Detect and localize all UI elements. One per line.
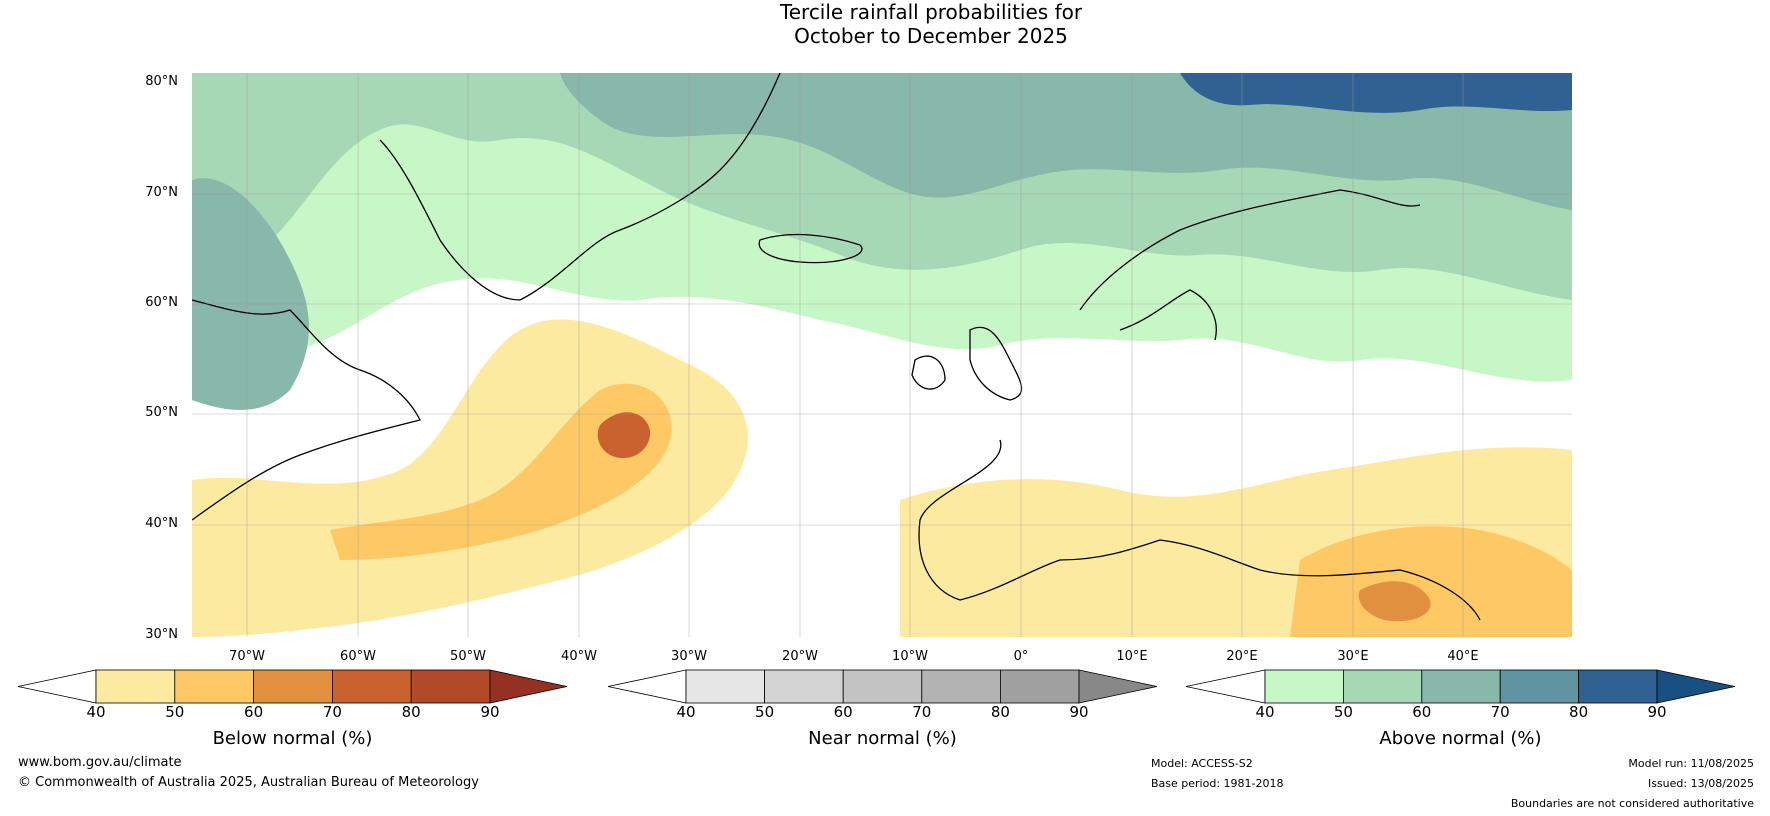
colorbar-3-tick: 70 [1490, 703, 1510, 721]
colorbar-1-low-extend [17, 669, 97, 704]
lon-label-40e: 40°E [1447, 649, 1479, 664]
lon-label-50w: 50°W [450, 649, 486, 664]
lat-label-30n: 30°N [145, 627, 178, 642]
colorbar-3-label: Above normal (%) [1379, 728, 1542, 749]
colorbar-3-tick: 40 [1255, 703, 1275, 721]
footer-model: Model: ACCESS-S2 [1151, 757, 1253, 770]
colorbar-3-segment [1499, 669, 1579, 704]
colorbar-1-segment [331, 669, 412, 704]
coastline-iceland [758, 233, 863, 264]
colorbar-2-tick: 60 [833, 703, 853, 721]
colorbar-2-low-extend [607, 669, 687, 704]
colorbar-2-segment [764, 669, 844, 704]
colorbar-1-segment [410, 669, 491, 704]
lon-label-30w: 30°W [671, 649, 707, 664]
below-normal-region-mideast-core [1358, 581, 1431, 622]
colorbar-1-tick: 90 [480, 703, 500, 721]
colorbar-2-segment [685, 669, 765, 704]
lon-label-20w: 20°W [782, 649, 818, 664]
lon-label-20e: 20°E [1226, 649, 1258, 664]
below-normal-region-mideast [1290, 526, 1572, 637]
colorbar-2-tick: 40 [676, 703, 696, 721]
colorbar-2-high-extend [1078, 669, 1158, 704]
colorbars [17, 669, 1736, 704]
colorbar-3-segment [1578, 669, 1658, 704]
colorbar-2-tick: 70 [912, 703, 932, 721]
title-line-2: October to December 2025 [794, 24, 1068, 48]
graticule [192, 73, 1572, 637]
colorbar-1-tick: 40 [86, 703, 106, 721]
above-normal-region-labrador [192, 178, 309, 410]
footer-website: www.bom.gov.au/climate [18, 755, 182, 770]
colorbar-1-tick: 80 [401, 703, 421, 721]
colorbar-3-segment [1264, 669, 1344, 704]
lat-label-60n: 60°N [145, 295, 178, 310]
colorbar-1-tick: 70 [322, 703, 342, 721]
colorbar-3-tick: 60 [1412, 703, 1432, 721]
colorbar-3-low-extend [1185, 669, 1266, 704]
above-normal-region-barents [1180, 73, 1572, 113]
colorbar-1-segment [95, 669, 176, 704]
colorbar-3-tick: 50 [1333, 703, 1353, 721]
lon-label-70w: 70°W [229, 649, 265, 664]
colorbar-1-tick: 50 [165, 703, 185, 721]
colorbar-3-segment [1343, 669, 1423, 704]
map-title: Tercile rainfall probabilities for Octob… [0, 0, 1770, 48]
lon-label-0: 0° [1013, 649, 1029, 664]
colorbar-2-tick: 80 [990, 703, 1010, 721]
lat-label-70n: 70°N [145, 185, 178, 200]
coastline-europe-africa [918, 439, 1481, 621]
map-panel [192, 73, 1572, 637]
colorbar-1-segment [174, 669, 255, 704]
lat-label-50n: 50°N [145, 405, 178, 420]
colorbar-2-label: Near normal (%) [808, 728, 957, 749]
colorbar-2-segment [921, 669, 1001, 704]
colorbar-1-tick: 60 [244, 703, 264, 721]
footer-issued: Issued: 13/08/2025 [1647, 777, 1754, 790]
colorbar-3-high-extend [1656, 669, 1736, 704]
lon-label-10e: 10°E [1116, 649, 1148, 664]
lon-label-30e: 30°E [1337, 649, 1369, 664]
lon-label-60w: 60°W [340, 649, 376, 664]
title-line-1: Tercile rainfall probabilities for [779, 0, 1083, 24]
footer-model-run: Model run: 11/08/2025 [1628, 757, 1754, 770]
colorbar-1-segment [253, 669, 333, 704]
colorbar-2-tick: 90 [1069, 703, 1089, 721]
below-normal-region-atlantic-peak [597, 412, 651, 459]
lon-label-10w: 10°W [892, 649, 928, 664]
lat-label-80n: 80°N [145, 74, 178, 89]
coastline-greenland [379, 73, 781, 301]
lat-label-40n: 40°N [145, 516, 178, 531]
footer-base-period: Base period: 1981-2018 [1151, 777, 1284, 790]
colorbar-2-segment [842, 669, 923, 704]
colorbar-3-tick: 90 [1647, 703, 1667, 721]
colorbar-1-label: Below normal (%) [212, 728, 373, 749]
coastline-scandinavia [1079, 189, 1421, 341]
colorbar-3-tick: 80 [1569, 703, 1589, 721]
footer-disclaimer: Boundaries are not considered authoritat… [1510, 797, 1754, 810]
below-normal-region-atlantic-core [330, 383, 672, 560]
lon-label-40w: 40°W [561, 649, 597, 664]
colorbar-2-tick: 50 [755, 703, 775, 721]
footer-copyright: © Commonwealth of Australia 2025, Austra… [18, 775, 479, 790]
colorbar-2-segment [1000, 669, 1080, 704]
colorbar-3-segment [1421, 669, 1501, 704]
coastline-canada [192, 299, 421, 521]
colorbar-1-high-extend [489, 669, 568, 704]
